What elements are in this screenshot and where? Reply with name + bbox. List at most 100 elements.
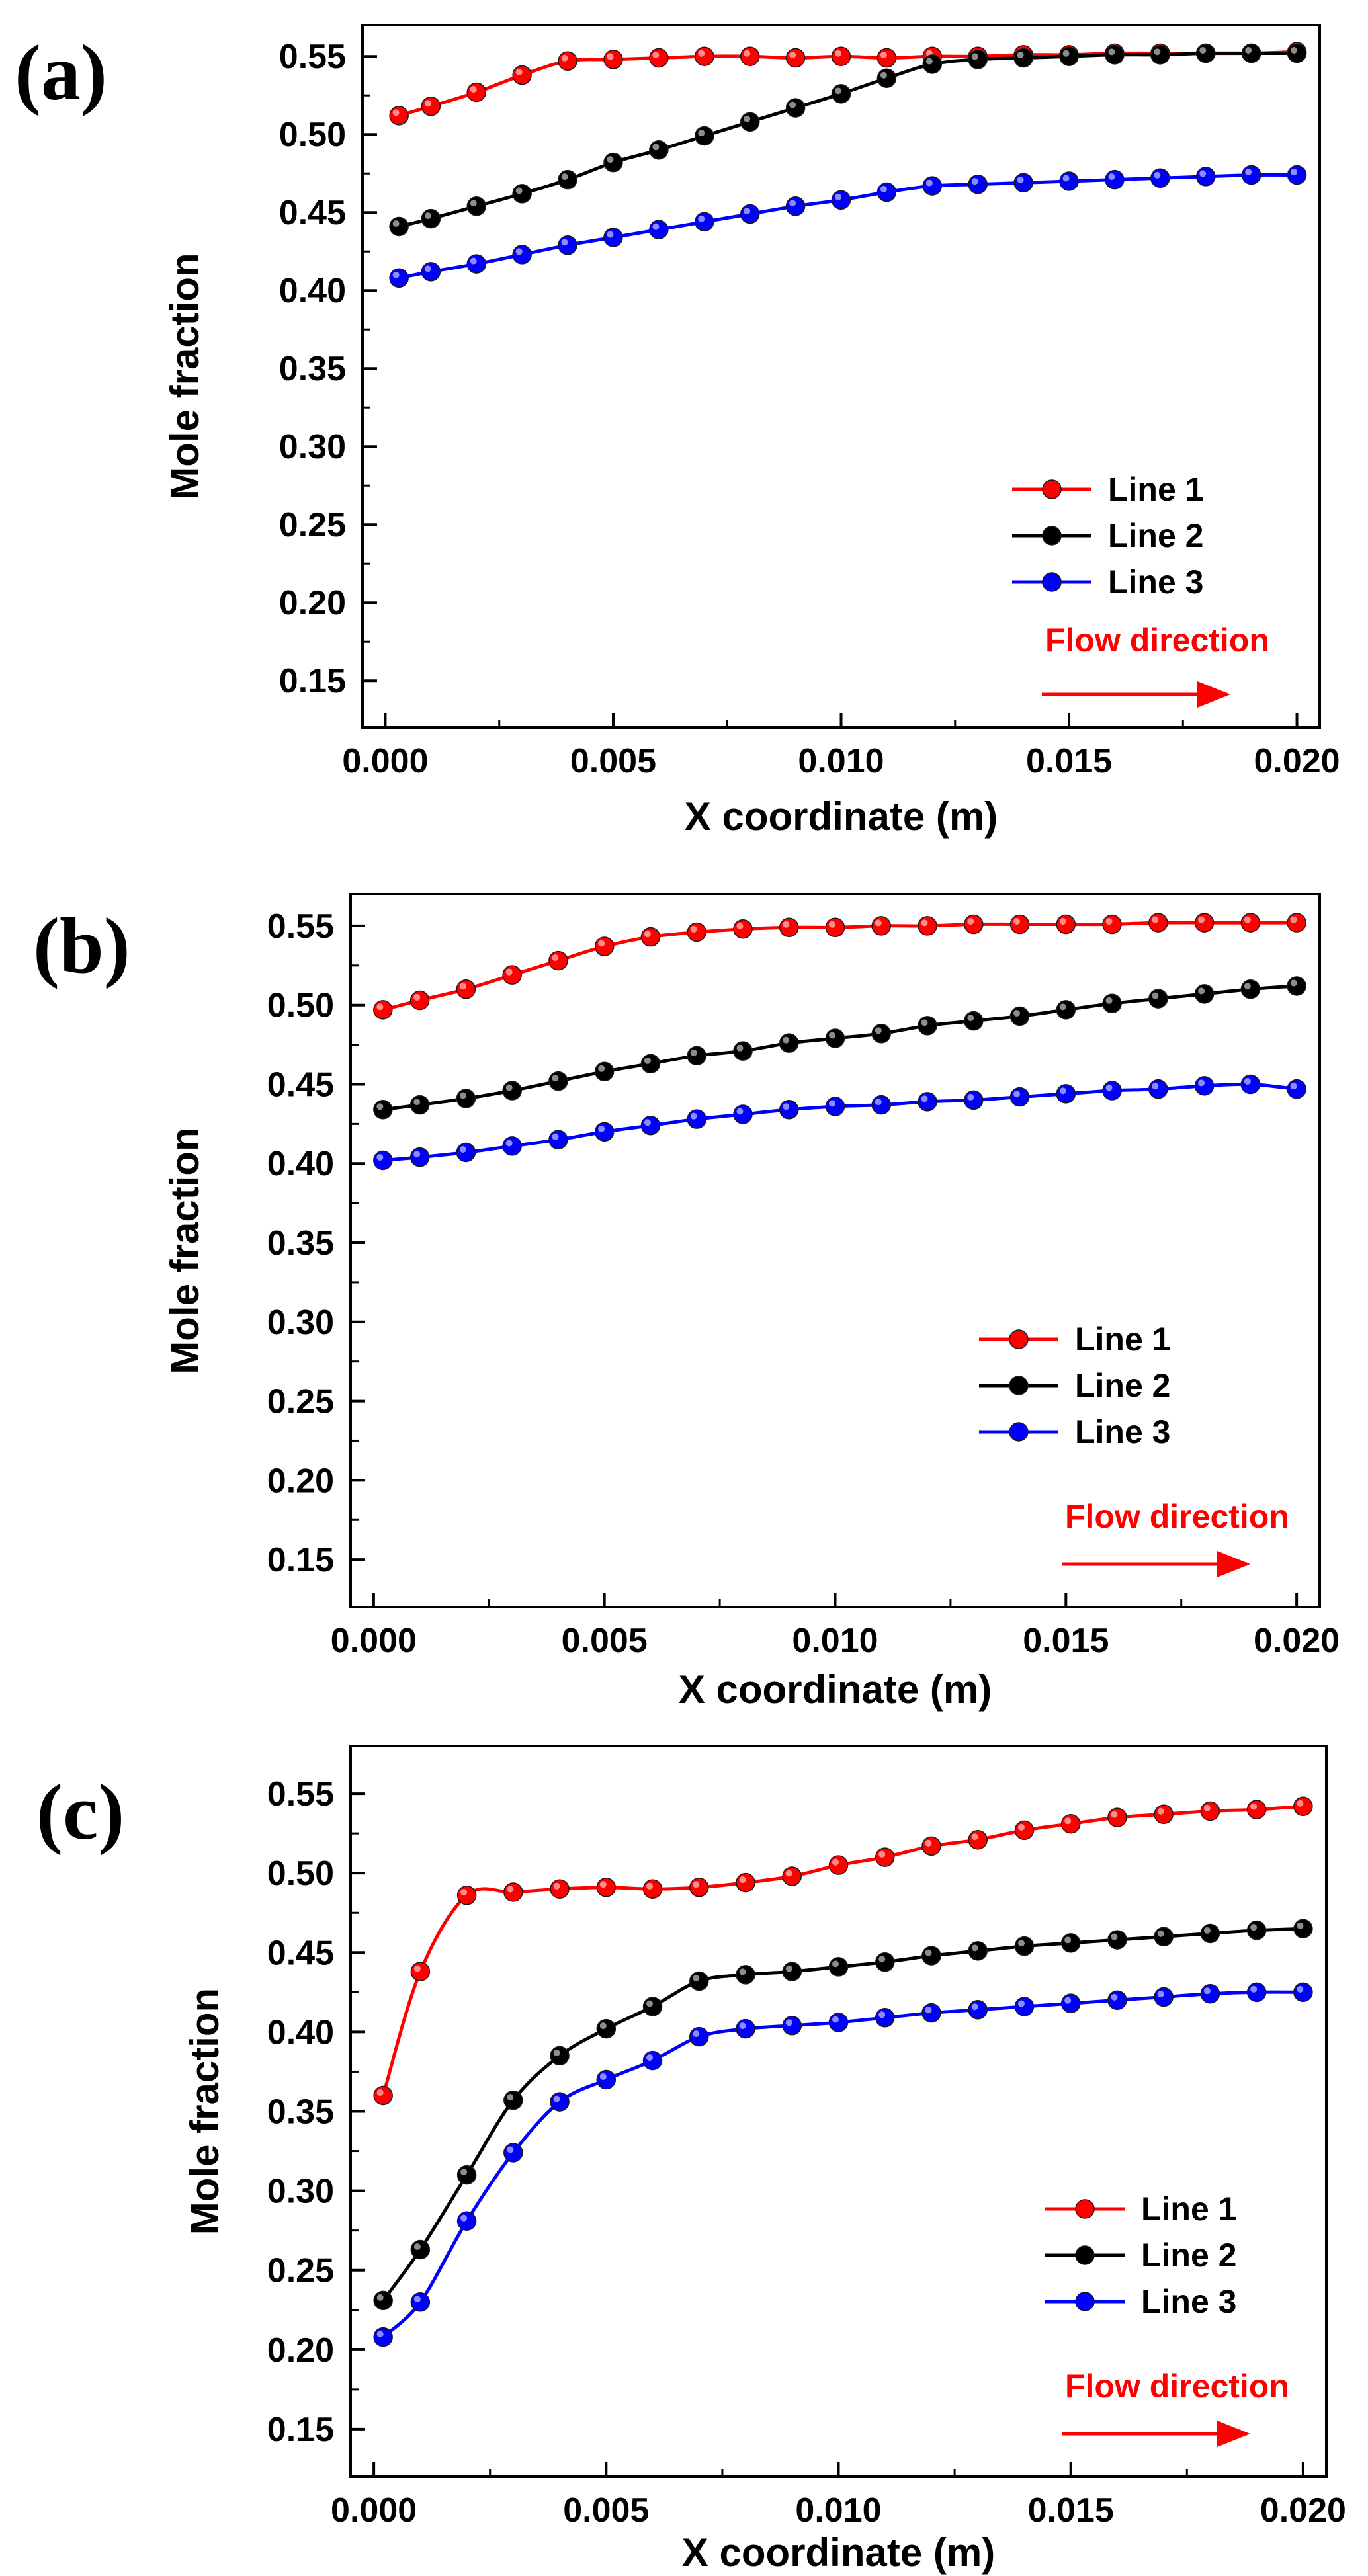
data-point	[875, 2008, 895, 2028]
data-point	[456, 979, 476, 999]
data-point	[594, 936, 615, 956]
legend-swatch-marker	[1009, 1376, 1029, 1395]
data-point	[558, 51, 577, 71]
data-point	[1241, 43, 1261, 63]
data-point	[642, 2050, 663, 2071]
data-point-highlight	[736, 923, 744, 930]
x-axis-title: X coordinate (m)	[682, 2530, 995, 2575]
data-point-highlight	[878, 1850, 886, 1858]
data-point	[502, 965, 522, 985]
data-point	[695, 46, 714, 66]
data-point	[1060, 1933, 1081, 1953]
x-axis-title: X coordinate (m)	[679, 1667, 992, 1712]
data-point	[512, 245, 532, 265]
data-point-highlight	[599, 2073, 607, 2080]
data-point	[871, 916, 892, 936]
data-point	[831, 46, 851, 66]
data-point	[1105, 45, 1125, 65]
data-point-highlight	[652, 223, 660, 230]
data-point	[409, 1095, 430, 1115]
data-point	[1009, 1006, 1030, 1026]
y-tick-label: 0.35	[267, 2093, 334, 2132]
data-point-highlight	[459, 1145, 466, 1153]
data-point-highlight	[1290, 916, 1297, 923]
data-point-highlight	[599, 1881, 607, 1888]
data-point-highlight	[789, 52, 796, 59]
y-tick-label: 0.25	[279, 506, 346, 544]
data-point	[779, 1033, 799, 1053]
data-point	[512, 65, 532, 85]
y-tick-label: 0.30	[267, 2173, 334, 2211]
data-point-highlight	[1245, 169, 1252, 176]
data-point-highlight	[413, 1965, 421, 1972]
data-point-highlight	[1198, 916, 1205, 923]
panel-label: (a)	[15, 28, 107, 116]
data-point-highlight	[1250, 1985, 1258, 1993]
data-point-highlight	[413, 2243, 421, 2250]
data-point	[603, 152, 623, 173]
data-point-highlight	[1111, 1993, 1118, 2001]
data-point-highlight	[880, 52, 887, 59]
data-point-highlight	[1297, 1985, 1304, 1993]
data-point	[456, 1886, 477, 1905]
flow-direction-label: Flow direction	[1065, 1498, 1289, 1535]
data-point	[466, 196, 487, 216]
series-1	[373, 913, 1306, 1020]
data-point	[603, 228, 623, 247]
y-tick-label: 0.55	[279, 38, 346, 76]
data-point	[389, 106, 409, 126]
legend: Line 1 Line 2 Line 3	[979, 1321, 1170, 1450]
data-point-highlight	[1290, 1083, 1297, 1090]
data-point	[512, 184, 532, 204]
data-point	[831, 84, 851, 104]
data-point-highlight	[1290, 979, 1297, 987]
data-point	[1240, 913, 1261, 933]
data-point	[687, 1046, 706, 1066]
data-point-highlight	[470, 85, 477, 93]
legend-label: Line 2	[1108, 517, 1203, 554]
data-point-highlight	[925, 179, 933, 187]
legend-swatch-marker	[1009, 1329, 1029, 1349]
x-tick-label: 0.010	[792, 1622, 878, 1660]
data-point	[1056, 914, 1076, 935]
flow-direction-label: Flow direction	[1065, 2368, 1289, 2405]
data-point	[558, 235, 577, 255]
data-point-highlight	[1111, 1811, 1118, 1818]
y-tick-label: 0.45	[279, 194, 346, 232]
legend-swatch-marker	[1042, 479, 1062, 499]
data-point	[1009, 914, 1030, 935]
legend-swatch-marker	[1009, 1422, 1029, 1442]
data-point-highlight	[736, 1108, 744, 1115]
data-point-highlight	[505, 968, 513, 976]
data-point	[1013, 173, 1033, 193]
data-point-highlight	[515, 248, 523, 255]
data-point-highlight	[829, 1032, 835, 1039]
x-tick-label: 0.020	[1260, 2491, 1346, 2530]
data-point	[1194, 984, 1215, 1004]
data-point	[736, 1872, 755, 1893]
data-point	[649, 220, 669, 239]
data-point	[1200, 1801, 1220, 1821]
data-point	[1059, 171, 1079, 191]
data-point	[1056, 1000, 1076, 1020]
x-tick-label: 0.000	[331, 1622, 417, 1660]
data-point	[640, 927, 661, 947]
data-point	[389, 268, 409, 288]
data-point-highlight	[1250, 1803, 1258, 1810]
data-point	[1154, 1804, 1174, 1825]
data-point-highlight	[1297, 1922, 1304, 1929]
data-point-highlight	[1157, 1807, 1164, 1815]
data-point	[964, 1011, 984, 1031]
data-point	[733, 1104, 753, 1124]
legend-label: Line 1	[1075, 1321, 1170, 1358]
data-point	[825, 1097, 845, 1116]
data-point	[550, 2046, 570, 2066]
x-tick-label: 0.005	[563, 2491, 649, 2530]
data-point	[736, 1965, 755, 1985]
data-point-highlight	[1013, 1091, 1021, 1098]
data-point-highlight	[875, 1027, 882, 1034]
data-point	[687, 1109, 706, 1129]
series-1	[373, 1796, 1313, 2106]
data-point	[968, 2000, 988, 2020]
data-point-highlight	[785, 1870, 792, 1877]
